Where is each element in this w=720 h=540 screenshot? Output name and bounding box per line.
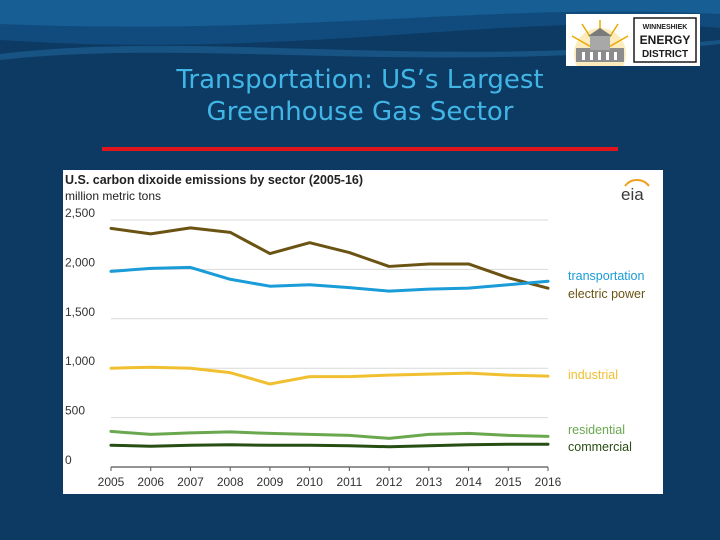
x-tick-label: 2011 — [336, 475, 362, 489]
x-tick-label: 2016 — [535, 475, 562, 489]
x-tick-label: 2013 — [415, 475, 442, 489]
legend: transportation electric power industrial re… — [568, 269, 645, 454]
series-line-residential — [109, 429, 550, 440]
y-ticks: 0 500 1,000 1,500 2,000 2,500 — [65, 206, 95, 467]
legend-entry-commercial: commercial — [568, 440, 632, 454]
series — [109, 226, 550, 449]
y-tick-label: 1,500 — [65, 305, 95, 319]
x-tick-label: 2014 — [455, 475, 482, 489]
legend-entry-industrial: industrial — [568, 368, 618, 382]
slide-title-line-2: Greenhouse Gas Sector — [206, 97, 514, 127]
y-tick-label: 500 — [65, 404, 85, 418]
eia-logo: eia — [621, 185, 644, 204]
logo-line-3: DISTRICT — [642, 49, 688, 60]
x-tick-label: 2005 — [98, 475, 125, 489]
y-tick-label: 2,000 — [65, 255, 95, 269]
x-tick-label: 2008 — [217, 475, 244, 489]
logo-line-2: ENERGY — [640, 33, 691, 47]
x-ticks: 2005 2006 2007 2008 2009 2010 2011 2012 2013 2014… — [98, 467, 562, 489]
series-line-transportation — [109, 265, 550, 293]
chart-panel: U.S. carbon dixoide emissions by sector … — [63, 170, 663, 494]
y-tick-label: 0 — [65, 453, 72, 467]
title-divider — [102, 147, 618, 151]
x-tick-label: 2007 — [177, 475, 204, 489]
series-line-industrial — [109, 365, 550, 386]
slide-title-line-1: Transportation: US’s Largest — [176, 65, 544, 95]
slide-title: Transportation: US’s Largest Greenhouse … — [60, 64, 660, 128]
y-axis-label: million metric tons — [65, 189, 161, 203]
x-tick-label: 2012 — [376, 475, 403, 489]
emissions-line-chart: U.S. carbon dixoide emissions by sector … — [65, 173, 650, 489]
y-tick-label: 1,000 — [65, 354, 95, 368]
chart-title: U.S. carbon dixoide emissions by sector … — [65, 173, 363, 187]
series-line-commercial — [109, 442, 550, 449]
x-tick-label: 2015 — [495, 475, 522, 489]
grid — [111, 219, 548, 468]
y-tick-label: 2,500 — [65, 206, 95, 220]
legend-entry-electric-power: electric power — [568, 287, 645, 301]
sunburst-courthouse-icon — [571, 20, 629, 66]
eia-logo-swoosh-icon — [624, 179, 650, 187]
legend-entry-transportation: transportation — [568, 269, 644, 283]
winneshiek-energy-district-logo: WINNESHIEK ENERGY DISTRICT — [566, 14, 700, 66]
legend-entry-residential: residential — [568, 423, 625, 437]
x-tick-label: 2009 — [257, 475, 284, 489]
x-tick-label: 2010 — [296, 475, 323, 489]
series-line-electric-power — [109, 226, 550, 290]
logo-line-1: WINNESHIEK — [643, 24, 688, 31]
x-tick-label: 2006 — [137, 475, 164, 489]
